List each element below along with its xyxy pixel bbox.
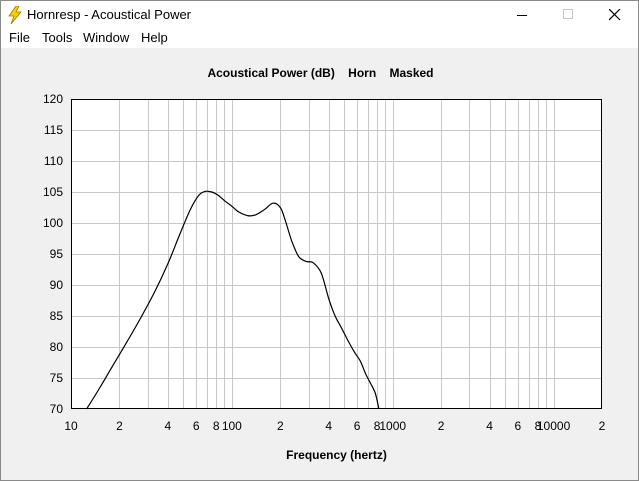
x-tick-label: 8 xyxy=(374,419,381,433)
x-tick-label: 8 xyxy=(535,419,542,433)
x-tick-label: 4 xyxy=(165,419,172,433)
y-tick-label: 80 xyxy=(50,340,64,354)
title-bar[interactable]: Hornresp - Acoustical Power xyxy=(1,1,638,29)
window-title: Hornresp - Acoustical Power xyxy=(27,7,192,22)
close-icon xyxy=(609,9,621,21)
x-tick-label: 2 xyxy=(438,419,445,433)
x-tick-label: 2 xyxy=(599,419,606,433)
menu-bar: File Tools Window Help xyxy=(1,29,638,48)
menu-help[interactable]: Help xyxy=(141,30,168,45)
y-tick-label: 85 xyxy=(50,309,64,323)
x-tick-label: 10000 xyxy=(537,419,571,433)
y-tick-label: 90 xyxy=(50,278,64,292)
y-tick-label: 70 xyxy=(50,402,64,416)
x-tick-label: 1000 xyxy=(379,419,406,433)
x-tick-label: 10 xyxy=(64,419,78,433)
x-tick-label: 6 xyxy=(354,419,361,433)
x-tick-label: 2 xyxy=(277,419,284,433)
x-axis-label: Frequency (hertz) xyxy=(286,448,387,462)
x-tick-label: 4 xyxy=(325,419,332,433)
series-line xyxy=(86,190,380,410)
y-tick-label: 120 xyxy=(43,92,63,106)
x-tick-label: 6 xyxy=(515,419,522,433)
menu-window[interactable]: Window xyxy=(83,30,130,45)
menu-tools[interactable]: Tools xyxy=(42,30,73,45)
x-tick-label: 100 xyxy=(222,419,242,433)
close-button[interactable] xyxy=(592,1,638,29)
y-tick-label: 105 xyxy=(43,185,63,199)
chart-area: 70 75 80 85 90 95 100 105 110 115 120 10 2 4 6 8 100 2 4 6 8… xyxy=(1,48,638,480)
maximize-button[interactable] xyxy=(546,1,592,29)
y-tick-label: 100 xyxy=(43,216,63,230)
y-tick-label: 75 xyxy=(50,371,64,385)
lightning-bolt-icon xyxy=(8,6,22,24)
minimize-button[interactable] xyxy=(500,1,546,29)
x-tick-label: 8 xyxy=(213,419,220,433)
y-tick-label: 110 xyxy=(44,154,63,168)
maximize-icon xyxy=(563,9,573,19)
y-tick-label: 95 xyxy=(50,247,64,261)
x-tick-label: 2 xyxy=(116,419,123,433)
x-tick-label: 4 xyxy=(486,419,493,433)
y-tick-label: 115 xyxy=(44,123,63,137)
menu-file[interactable]: File xyxy=(9,30,30,45)
minimize-icon xyxy=(517,15,527,16)
chart-title: Acoustical Power (dB) Horn Masked xyxy=(207,66,433,80)
plot-frame xyxy=(71,99,602,409)
x-tick-label: 6 xyxy=(193,419,200,433)
